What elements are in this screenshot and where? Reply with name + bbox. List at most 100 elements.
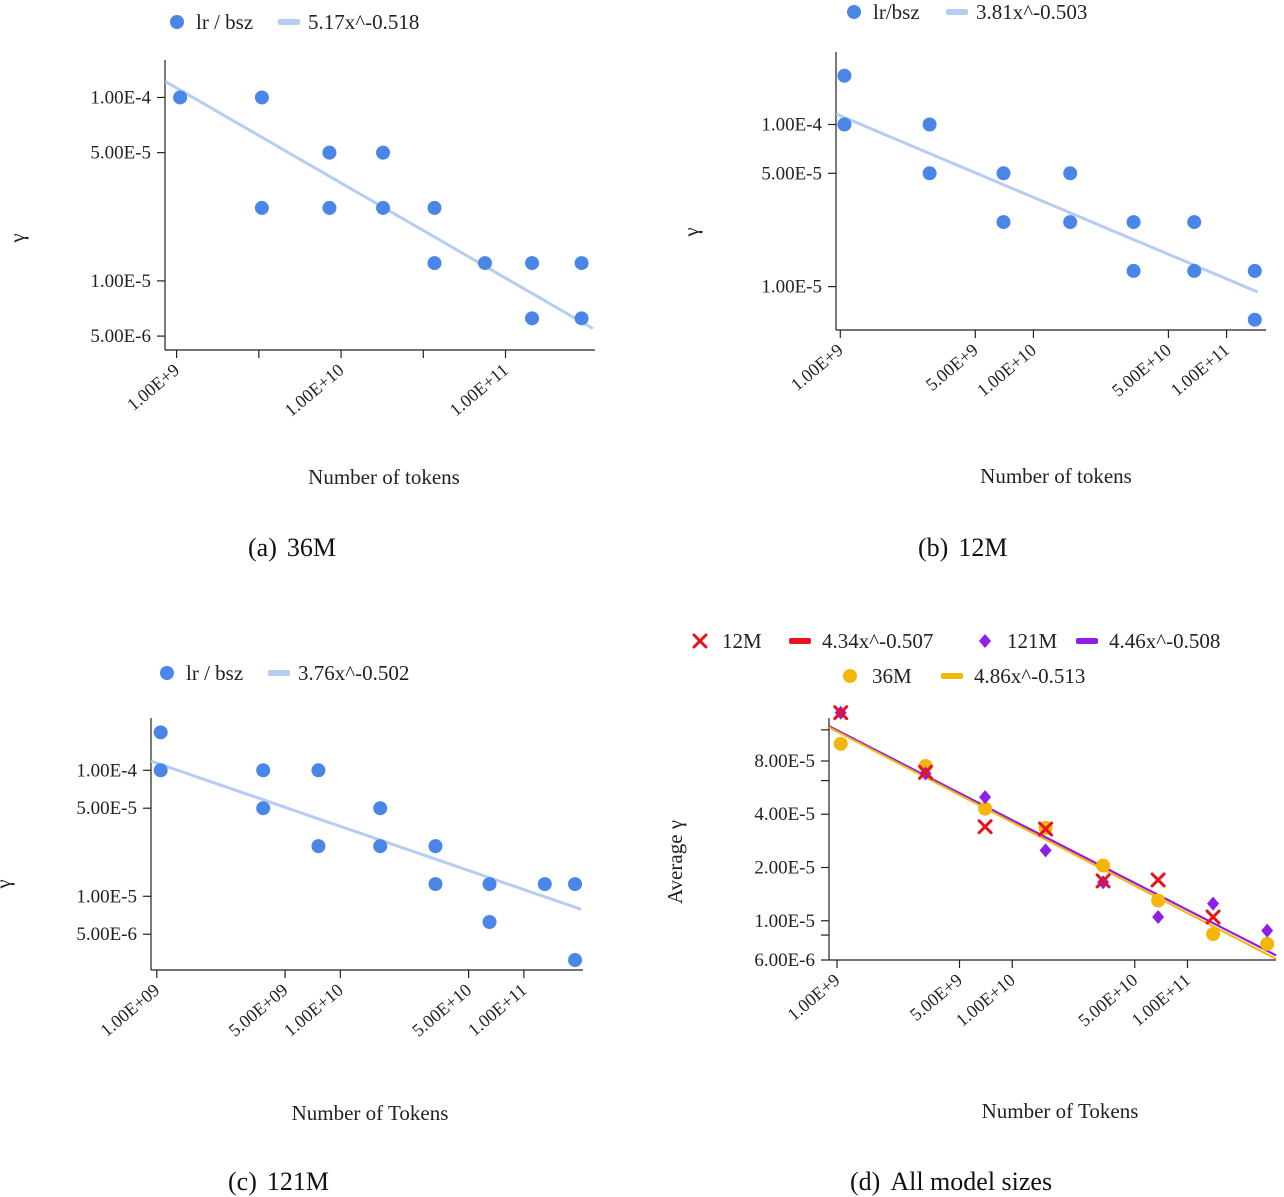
data-point	[1063, 166, 1078, 181]
caption-c-label: (c)	[228, 1167, 257, 1196]
caption-c-title: 121M	[266, 1167, 329, 1196]
data-point	[153, 763, 168, 778]
x-tick-label: 1.00E+9	[784, 970, 844, 1025]
x-axis-label: Number of Tokens	[292, 1101, 449, 1125]
y-tick-label: 1.00E-5	[90, 271, 151, 292]
legend-label: 121M	[1007, 629, 1058, 653]
data-point	[1260, 936, 1275, 951]
y-axis-label: γ	[679, 227, 703, 237]
y-tick-label: 1.00E-5	[76, 886, 137, 907]
legend-label: lr/bsz	[873, 0, 920, 24]
chart-b: 1.00E-45.00E-51.00E-51.00E+9 5.00E+91.00E…	[679, 0, 1266, 488]
data-point-stroke	[918, 764, 934, 780]
data-point	[574, 256, 589, 271]
legend-marker	[847, 5, 861, 19]
data-point	[153, 725, 168, 740]
data-point	[256, 801, 271, 816]
y-axis-label: Average γ	[663, 820, 687, 904]
data-point	[482, 877, 497, 892]
caption-c: (c) 121M	[228, 1167, 339, 1197]
data-point	[1207, 896, 1220, 911]
legend-label: 12M	[722, 629, 762, 653]
legend-marker	[789, 638, 811, 644]
legend-label: 3.81x^-0.503	[976, 0, 1087, 24]
legend-label: 3.76x^-0.502	[298, 661, 409, 685]
data-point	[428, 877, 443, 892]
x-tick-label: 1.00E+10	[280, 980, 347, 1041]
y-tick-label: 1.00E-5	[761, 277, 822, 298]
caption-d-title: All model sizes	[890, 1167, 1053, 1196]
legend-label: 5.17x^-0.518	[308, 10, 419, 34]
data-point	[525, 256, 540, 271]
caption-d-label: (d)	[850, 1167, 881, 1196]
data-point	[1126, 263, 1141, 278]
caption-b-label: (b)	[918, 533, 949, 562]
x-tick-label: 1.00E+11	[464, 980, 530, 1040]
data-point	[256, 763, 271, 778]
y-tick-label: 5.00E-6	[90, 326, 151, 347]
legend: lr/bsz 3.81x^-0.503	[847, 0, 1087, 24]
y-tick-label: 1.00E-4	[90, 87, 151, 108]
data-point	[376, 200, 391, 215]
legend-marker	[170, 15, 184, 29]
data-point	[1095, 873, 1111, 889]
y-axis-label: γ	[5, 233, 29, 243]
data-point-stroke	[833, 705, 849, 721]
data-point	[1039, 843, 1052, 858]
legend-marker	[278, 19, 300, 25]
y-axis-label: γ	[0, 879, 15, 889]
legend-marker	[941, 673, 963, 679]
data-point	[173, 90, 188, 105]
data-point	[568, 877, 583, 892]
chart-c: 1.00E-4 5.00E-5 1.00E-5 5.00E-6 1.00E+09 5.00…	[0, 661, 583, 1125]
data-point	[1096, 858, 1111, 873]
x-axis-label: Number of tokens	[308, 465, 460, 489]
chart-d: 8.00E-54.00E-52.00E-51.00E-56.00E-61.00E…	[663, 629, 1277, 1123]
data-point	[977, 819, 993, 835]
data-point	[574, 311, 589, 326]
x-tick-label: 1.00E+09	[96, 980, 163, 1041]
legend-marker	[843, 669, 857, 683]
x-tick-label: 1.00E+10	[973, 340, 1040, 401]
x-tick-label: 1.00E+11	[446, 360, 512, 420]
caption-a-title: 36M	[286, 533, 336, 562]
data-point	[1126, 215, 1141, 230]
data-point	[1150, 872, 1166, 888]
data-point	[322, 200, 337, 215]
caption-b-title: 12M	[958, 533, 1008, 562]
legend-marker	[160, 666, 174, 680]
x-tick-label: 5.00E+10	[408, 980, 475, 1041]
legend-label: 4.34x^-0.507	[822, 629, 933, 653]
legend-label: 36M	[872, 664, 912, 688]
data-point	[482, 915, 497, 930]
caption-a-label: (a)	[248, 533, 277, 562]
data-point	[922, 117, 937, 132]
y-tick-label: 5.00E-6	[76, 924, 137, 945]
fit-line	[836, 112, 1259, 294]
data-point	[311, 839, 326, 854]
data-point	[428, 839, 443, 854]
y-tick-label: 2.00E-5	[754, 858, 815, 879]
data-point	[996, 215, 1011, 230]
data-point	[525, 311, 540, 326]
y-tick-label: 4.00E-5	[754, 804, 815, 825]
data-point	[1152, 910, 1165, 925]
caption-d: (d) All model sizes	[850, 1167, 1062, 1197]
data-point	[568, 953, 583, 968]
data-point	[833, 736, 848, 751]
y-tick-label: 1.00E-5	[754, 911, 815, 932]
data-point	[1261, 923, 1274, 938]
data-point	[322, 145, 337, 160]
data-point	[537, 877, 552, 892]
data-point	[376, 145, 391, 160]
y-tick-label: 5.00E-5	[90, 143, 151, 164]
y-tick-label: 5.00E-5	[761, 163, 822, 184]
data-point	[254, 90, 269, 105]
legend: 12M 4.34x^-0.507 121M 4.46x^-0.508 36M 4.86x^…	[692, 629, 1220, 688]
data-point-stroke	[1150, 872, 1166, 888]
legend-label: 4.86x^-0.513	[974, 664, 1085, 688]
data-point	[979, 790, 992, 805]
data-point	[311, 763, 326, 778]
legend-marker	[979, 634, 991, 648]
y-tick-label: 8.00E-5	[754, 751, 815, 772]
